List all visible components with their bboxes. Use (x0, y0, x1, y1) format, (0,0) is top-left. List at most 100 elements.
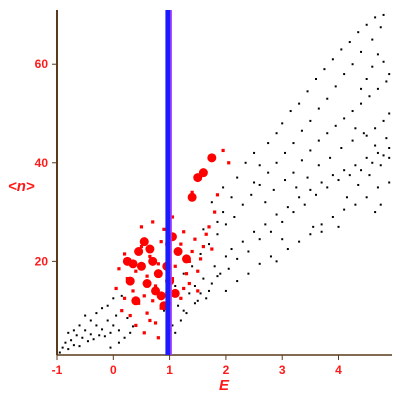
data-point-black (185, 312, 188, 315)
data-point-black (267, 142, 270, 145)
data-point-black (343, 208, 346, 211)
data-point-red-circle (136, 261, 146, 271)
data-point-red-square (213, 210, 217, 214)
data-point-red-circle (142, 279, 152, 289)
data-point-black (101, 307, 104, 310)
data-point-black (247, 250, 250, 253)
data-point-red-square (156, 336, 160, 340)
data-point-black (250, 193, 253, 196)
data-point-black (298, 240, 301, 243)
data-point-red-circle (170, 288, 180, 298)
data-point-black (258, 238, 261, 241)
data-point-black (224, 223, 227, 226)
data-point-black (67, 348, 70, 351)
data-point-black (205, 297, 208, 300)
data-point-black (275, 132, 278, 135)
x-tick-label: 2 (223, 363, 230, 377)
data-point-red-square (204, 232, 208, 236)
data-point-black (337, 179, 340, 182)
y-tick-group: 20 40 60 (35, 57, 57, 268)
data-point-red-square (139, 225, 144, 229)
data-point-black (199, 292, 202, 295)
data-point-red-circle (122, 256, 132, 266)
data-point-red-square (153, 321, 158, 325)
data-point-black (298, 196, 301, 199)
data-point-black (193, 285, 196, 287)
data-point-black (348, 41, 351, 44)
data-point-red-square (207, 225, 211, 229)
data-point-red-square (190, 249, 194, 254)
data-point-black (216, 220, 219, 223)
data-point-black (388, 73, 391, 76)
data-point-black (348, 174, 351, 177)
data-point-black (213, 265, 216, 268)
data-point-red-square (117, 267, 121, 271)
data-point-red-circle (153, 269, 163, 279)
data-point-red-square (196, 269, 200, 273)
data-point-black (351, 63, 354, 66)
data-point-black (354, 203, 357, 206)
data-point-red-square (145, 311, 149, 315)
data-point-red-square (182, 286, 186, 291)
x-tick-group: -1 0 1 2 3 4 (52, 355, 342, 377)
data-point-black (117, 329, 120, 332)
data-point-black (292, 211, 295, 214)
data-point-red-square (122, 296, 127, 300)
data-point-red-square (201, 244, 205, 249)
data-point-red-square (196, 289, 200, 293)
data-point-black (340, 147, 343, 149)
data-point-black (275, 213, 278, 216)
data-point-black (379, 203, 382, 206)
data-point-black (340, 48, 343, 51)
data-point-black (354, 127, 357, 130)
data-point-black (362, 132, 365, 135)
data-point-black (275, 161, 278, 164)
data-point-black (385, 80, 388, 83)
data-point-black (376, 87, 379, 90)
data-point-black (264, 201, 267, 204)
data-point-black (219, 272, 222, 275)
data-point-black (300, 129, 303, 132)
data-point-red-circle (207, 153, 217, 163)
data-point-black (382, 154, 385, 157)
data-point-red-square (162, 227, 166, 231)
data-point-black (286, 206, 289, 209)
data-point-black (365, 134, 368, 137)
data-point-black (365, 78, 368, 80)
data-point-red-square (198, 257, 203, 261)
data-point-black (84, 329, 87, 332)
data-point-black (317, 164, 320, 167)
data-point-red-square (215, 193, 220, 197)
data-point-black (224, 255, 227, 258)
data-point-black (179, 319, 182, 322)
x-tick-label: -1 (52, 363, 63, 377)
data-point-black (334, 85, 337, 88)
data-point-black (253, 181, 256, 184)
data-point-black (306, 90, 309, 93)
data-point-red-square (139, 244, 144, 249)
data-point-black (320, 223, 323, 226)
data-point-black (177, 304, 180, 307)
data-point-black (84, 314, 87, 317)
data-point-black (323, 68, 326, 71)
data-point-black (269, 230, 272, 233)
vertical-marker-edge (170, 10, 172, 355)
data-point-black (376, 186, 379, 189)
data-point-black (371, 38, 374, 41)
data-point-black (365, 196, 368, 199)
data-point-black (284, 151, 287, 154)
data-point-red-square (173, 264, 177, 268)
data-point-red-square (179, 242, 183, 246)
data-point-black (314, 193, 317, 196)
x-tick-label: 1 (166, 363, 173, 377)
data-point-black (360, 50, 363, 53)
data-point-black (365, 23, 368, 26)
data-point-black (272, 188, 275, 191)
data-point-red-square (193, 237, 197, 241)
data-point-black (303, 203, 306, 206)
data-point-red-circle (187, 192, 197, 202)
data-point-black (309, 119, 312, 122)
data-point-black (343, 117, 346, 120)
data-point-red-square (148, 254, 152, 259)
data-point-black (208, 243, 211, 246)
